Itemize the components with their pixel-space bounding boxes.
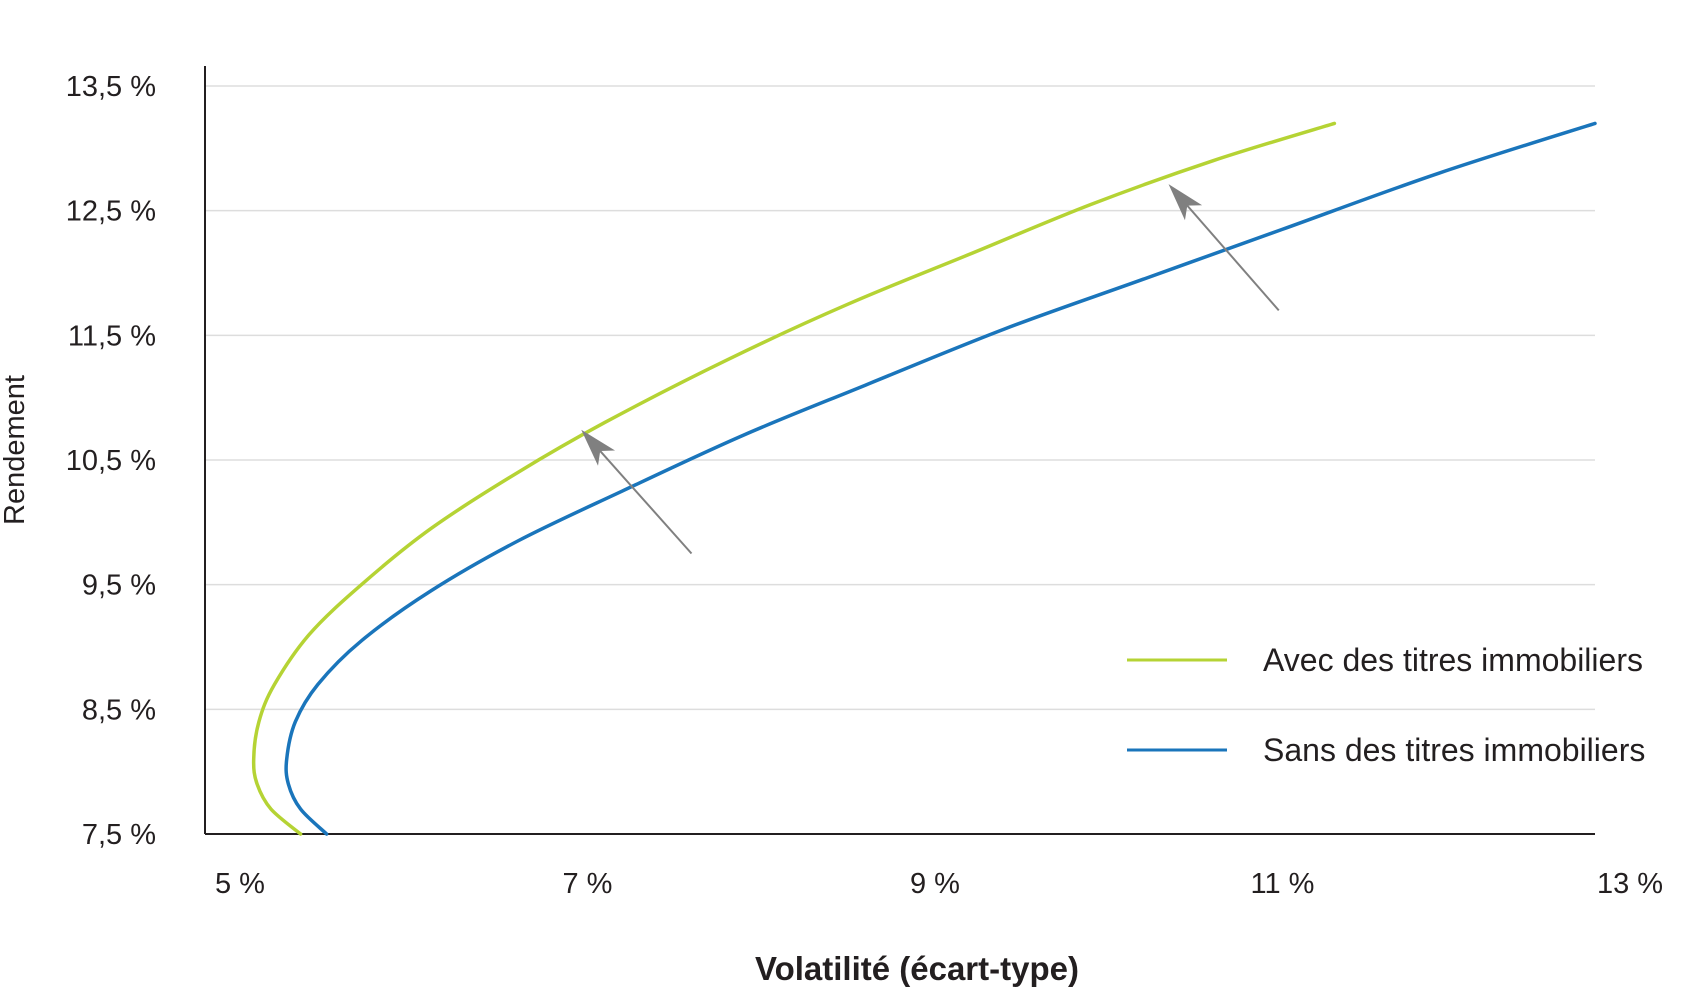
y-tick-label: 11,5 %	[68, 320, 156, 352]
y-tick-label: 7,5 %	[82, 819, 156, 851]
x-tick-label: 13 %	[1597, 868, 1663, 900]
series-line-sans	[284, 121, 1597, 836]
series-line-avec	[251, 121, 1337, 836]
x-tick-label: 5 %	[215, 868, 265, 900]
x-tick-label: 11 %	[1251, 868, 1315, 900]
series-lines	[251, 121, 1597, 836]
y-tick-label: 13,5 %	[66, 71, 156, 103]
x-axis-title: Volatilité (écart-type)	[755, 950, 1079, 987]
y-tick-labels: 7,5 % 8,5 % 9,5 % 10,5 % 11,5 % 12,5 % 13,5 %	[66, 71, 156, 851]
legend-label-sans: Sans des titres immobiliers	[1263, 732, 1645, 768]
legend-label-avec: Avec des titres immobiliers	[1263, 642, 1643, 678]
y-tick-label: 10,5 %	[66, 445, 156, 477]
x-tick-labels: 5 % 7 % 9 % 11 % 13 %	[215, 868, 1663, 900]
x-tick-label: 9 %	[910, 868, 960, 900]
legend: Avec des titres immobiliers Sans des tit…	[1127, 642, 1645, 768]
y-tick-label: 9,5 %	[82, 570, 156, 602]
y-tick-label: 12,5 %	[66, 196, 156, 228]
axes	[204, 66, 1595, 835]
gridlines	[205, 85, 1595, 711]
annotation-arrow	[581, 429, 693, 555]
annotation-arrow	[1168, 184, 1280, 312]
annotation-arrows	[581, 184, 1280, 555]
y-tick-label: 8,5 %	[82, 694, 156, 726]
x-tick-label: 7 %	[563, 868, 613, 900]
y-axis-title: Rendement	[0, 375, 31, 525]
